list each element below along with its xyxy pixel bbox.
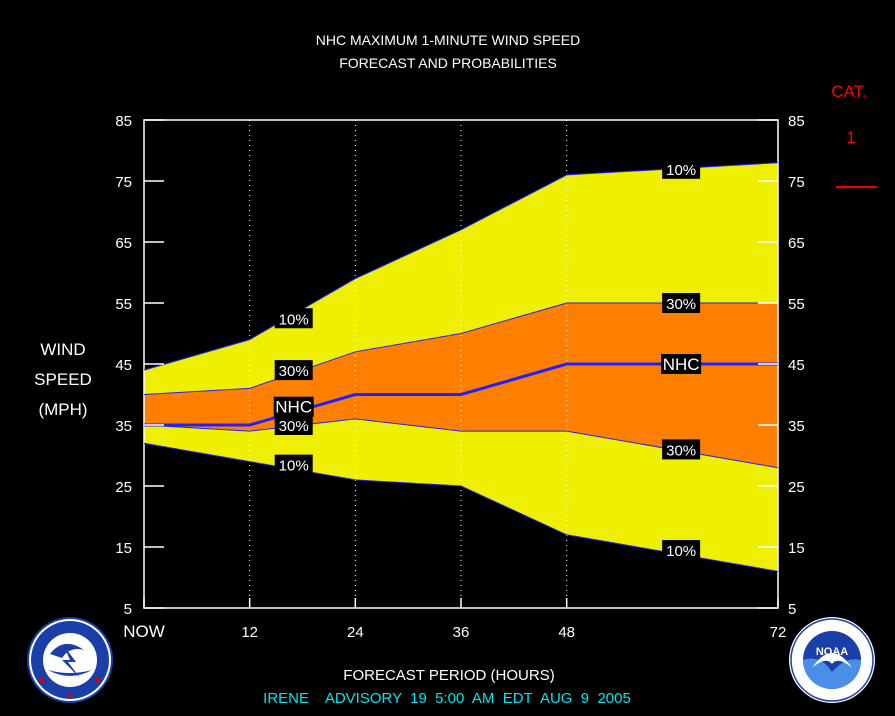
category-label: CAT. <box>831 82 867 101</box>
y-tick-label-left: 15 <box>115 540 132 557</box>
series-label-box <box>662 439 701 460</box>
upper-30-line <box>143 302 778 395</box>
x-axis-ticks: NOW 12 24 36 48 72 <box>123 598 786 641</box>
y-tick-label-left: 25 <box>115 479 132 496</box>
nhc-forecast-line <box>144 362 778 427</box>
series-label: NHC <box>275 398 312 417</box>
series-label: 10% <box>279 311 309 328</box>
y-axis-label-line2: SPEED <box>34 370 92 389</box>
series-label: 10% <box>279 458 309 475</box>
x-tick-label: 72 <box>770 624 787 641</box>
noaa-logo-text: NOAA <box>816 646 848 658</box>
y-tick-label-right: 85 <box>788 113 805 130</box>
x-tick-label: 24 <box>347 624 364 641</box>
series-label: NHC <box>663 355 700 374</box>
chart-title-line2: FORECAST AND PROBABILITIES <box>339 55 557 71</box>
advisory-text: IRENE ADVISORY 19 5:00 AM EDT AUG 9 2005 <box>263 690 631 707</box>
upper-10-line <box>143 162 779 371</box>
x-tick-label: 36 <box>453 624 470 641</box>
nws-logo <box>27 617 113 703</box>
y-tick-label-right: 75 <box>788 174 805 191</box>
series-label-box <box>662 293 701 313</box>
x-axis-label: FORECAST PERIOD (HOURS) <box>343 667 554 684</box>
series-label-box <box>662 540 701 561</box>
chart-title-line1: NHC MAXIMUM 1-MINUTE WIND SPEED <box>316 32 580 48</box>
y-tick-label-left: 5 <box>124 601 132 618</box>
series-label-box <box>661 354 702 374</box>
y-tick-label-left: 55 <box>115 296 132 313</box>
series-lines <box>143 162 779 572</box>
y-tick-label-right: 35 <box>788 418 805 435</box>
series-label: 30% <box>279 363 309 380</box>
x-tick-label: 12 <box>241 624 258 641</box>
series-label: 30% <box>279 418 309 435</box>
lower-10-line <box>143 442 779 572</box>
y-tick-label-right: 65 <box>788 235 805 252</box>
series-label-box <box>274 454 313 475</box>
series-label-box <box>662 158 701 179</box>
y-tick-label-left: 35 <box>115 418 132 435</box>
y-tick-label-right: 15 <box>788 540 805 557</box>
y-tick-label-left: 75 <box>115 174 132 191</box>
x-tick-label: NOW <box>123 622 165 641</box>
x-tick-label: 48 <box>558 624 575 641</box>
noaa-logo: NOAA <box>789 617 875 703</box>
y-tick-label-right: 5 <box>788 601 796 618</box>
lower-30-line <box>143 418 779 469</box>
y-tick-label-left: 65 <box>115 235 132 252</box>
series-label: 10% <box>666 162 696 179</box>
series-label: 10% <box>666 543 696 560</box>
series-label-box <box>274 360 313 381</box>
y-tick-label-right: 25 <box>788 479 805 496</box>
series-label-box <box>274 308 313 329</box>
y-tick-label-right: 55 <box>788 296 805 313</box>
series-label: 30% <box>666 296 696 313</box>
category-value: 1 <box>846 128 855 147</box>
series-label-box <box>273 396 314 417</box>
y-axis-label-line1: WIND <box>40 340 85 359</box>
y-tick-label-right: 45 <box>788 357 805 374</box>
series-label: 30% <box>666 442 696 459</box>
y-axis-label-line3: (MPH) <box>38 400 87 419</box>
y-tick-label-left: 45 <box>115 357 132 374</box>
y-tick-label-left: 85 <box>115 113 132 130</box>
series-label-box <box>274 415 313 435</box>
